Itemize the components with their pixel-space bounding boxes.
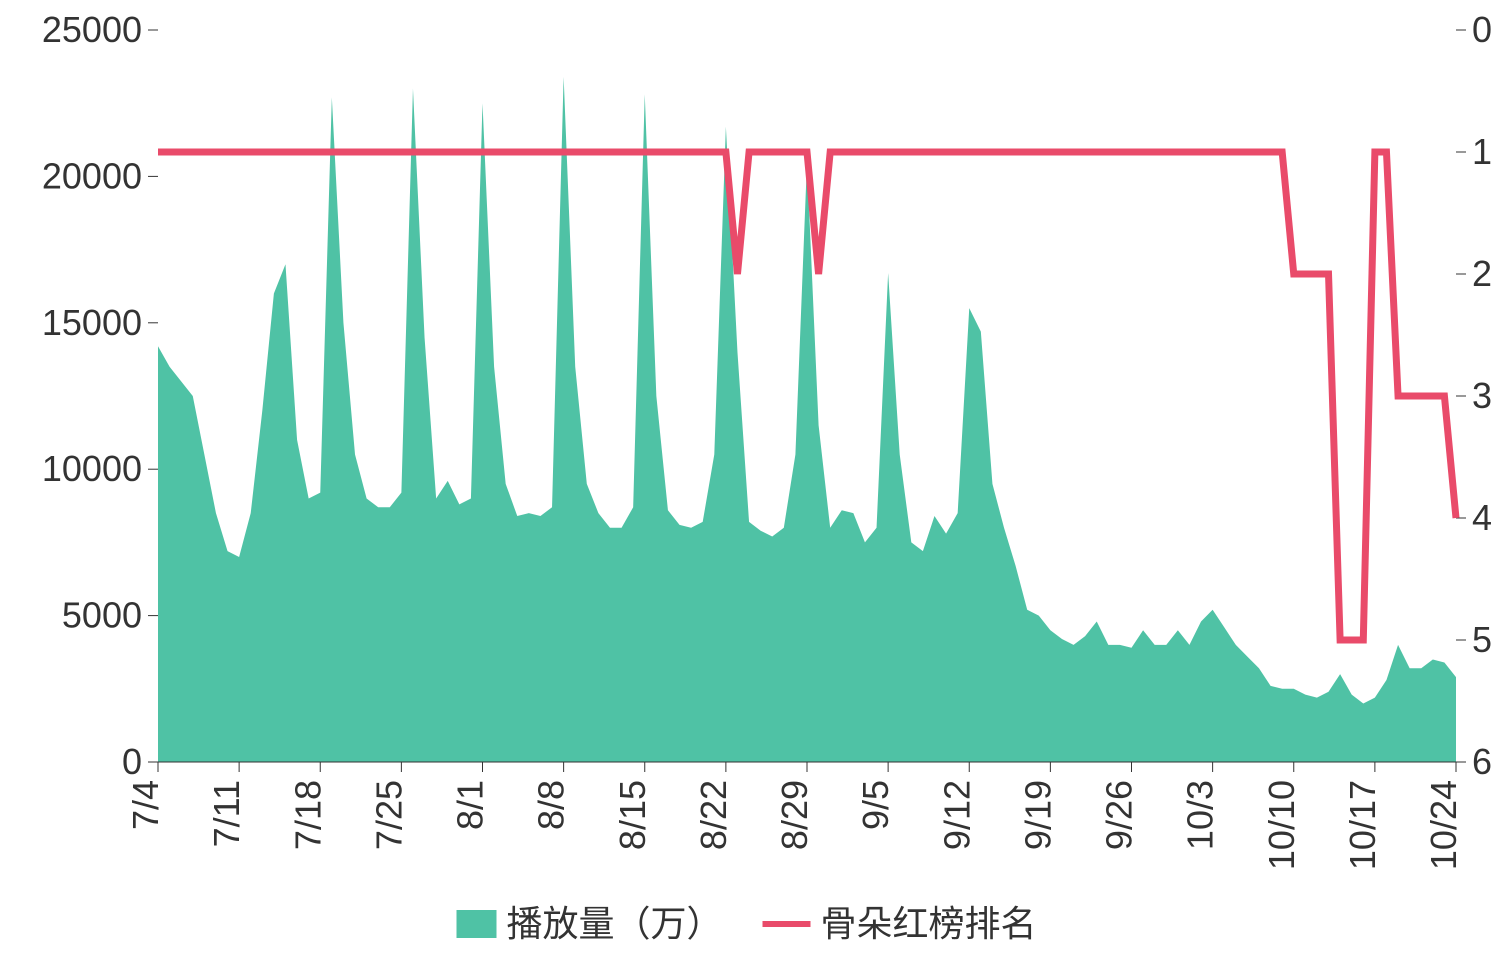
- y-right-tick-label: 0: [1472, 9, 1492, 50]
- x-tick-label: 10/3: [1180, 780, 1221, 850]
- x-tick-label: 7/11: [206, 780, 247, 847]
- y-axis-right: 0 1 2 3 4 5 6: [1456, 9, 1492, 782]
- legend-label-line: 骨朵红榜排名: [821, 903, 1037, 944]
- y-left-tick-label: 0: [122, 741, 142, 782]
- legend-label-area: 播放量（万）: [507, 903, 723, 944]
- x-tick-label: 9/12: [936, 780, 977, 850]
- y-right-tick-label: 5: [1472, 619, 1492, 660]
- y-left-tick-label: 10000: [42, 448, 142, 489]
- x-tick-label: 7/18: [287, 780, 328, 850]
- y-left-tick-label: 25000: [42, 9, 142, 50]
- legend-swatch-line: [763, 921, 811, 927]
- y-left-tick-label: 15000: [42, 302, 142, 343]
- chart-svg: 050001000015000200002500001234567/47/117…: [0, 0, 1493, 962]
- x-tick-label: 7/4: [125, 780, 166, 830]
- dual-axis-chart: 050001000015000200002500001234567/47/117…: [0, 0, 1493, 962]
- legend: 播放量（万） 骨朵红榜排名: [457, 903, 1037, 944]
- x-tick-label: 10/10: [1261, 780, 1302, 870]
- x-tick-label: 8/1: [450, 780, 491, 830]
- x-tick-label: 10/17: [1342, 780, 1383, 870]
- y-axis-left: 0 5000 10000 15000 20000 25000: [42, 9, 158, 782]
- x-tick-label: 8/8: [531, 780, 572, 830]
- y-right-tick-label: 4: [1472, 497, 1492, 538]
- x-tick-label: 9/19: [1017, 780, 1058, 850]
- legend-swatch-area: [457, 910, 497, 938]
- y-left-tick-label: 20000: [42, 155, 142, 196]
- y-right-tick-label: 2: [1472, 253, 1492, 294]
- y-right-tick-label: 3: [1472, 375, 1492, 416]
- x-tick-label: 9/26: [1099, 780, 1140, 850]
- x-axis: 7/4 7/11 7/18 7/25 8/1 8/8 8/15 8/22 8/29 9/5 9/12…: [125, 762, 1464, 870]
- x-tick-label: 9/5: [855, 780, 896, 830]
- x-tick-label: 10/24: [1423, 780, 1464, 870]
- y-left-tick-label: 5000: [62, 595, 142, 636]
- y-right-tick-label: 6: [1472, 741, 1492, 782]
- y-right-tick-label: 1: [1472, 131, 1492, 172]
- x-tick-label: 8/15: [612, 780, 653, 850]
- x-tick-label: 8/22: [693, 780, 734, 850]
- x-tick-label: 7/25: [368, 780, 409, 850]
- x-tick-label: 8/29: [774, 780, 815, 850]
